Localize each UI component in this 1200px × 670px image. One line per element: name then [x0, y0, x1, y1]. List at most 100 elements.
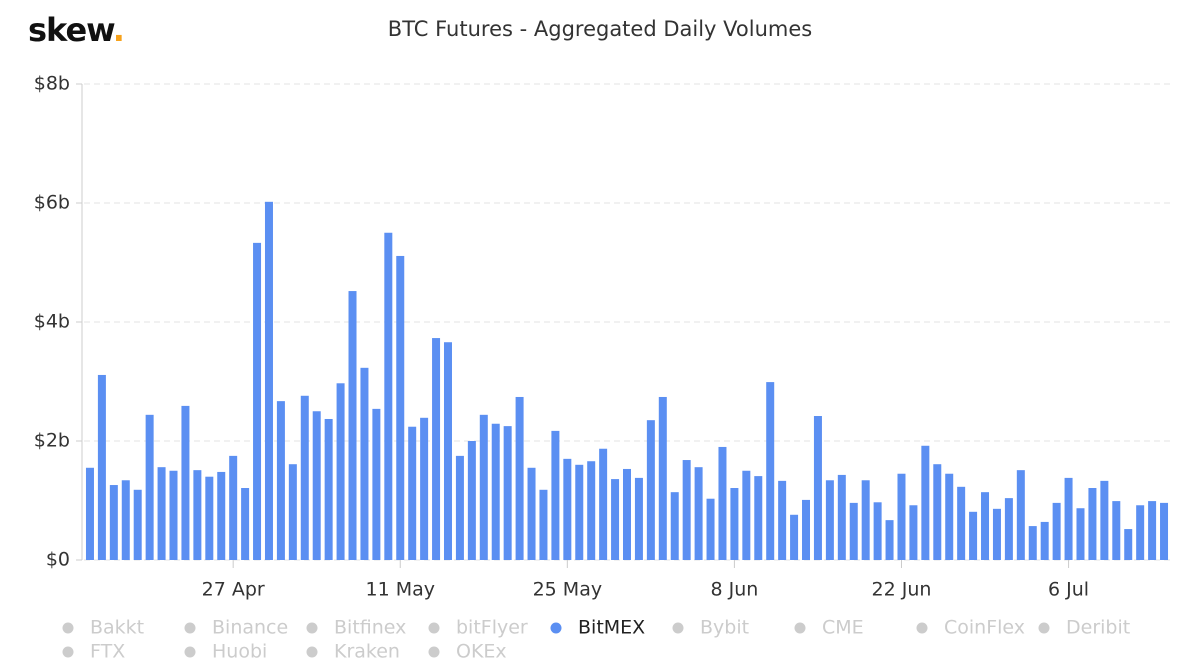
bar: [706, 498, 715, 560]
legend-label[interactable]: Kraken: [334, 641, 400, 663]
bar: [217, 471, 226, 560]
bar: [145, 414, 154, 560]
bar: [443, 342, 452, 560]
bar: [97, 374, 106, 560]
bar: [897, 473, 906, 560]
bar: [420, 417, 429, 560]
legend-label[interactable]: BitMEX: [578, 617, 645, 639]
bar: [981, 492, 990, 560]
logo-dot: .: [113, 11, 124, 49]
bar: [503, 426, 512, 560]
legend-label[interactable]: OKEx: [456, 641, 507, 663]
bar: [921, 445, 930, 560]
bar: [372, 408, 381, 560]
logo-text: skew: [28, 11, 115, 49]
bar: [825, 480, 834, 560]
bar: [336, 383, 345, 560]
legend-label[interactable]: Binance: [212, 617, 288, 639]
bar: [802, 499, 811, 560]
y-tick-label: $4b: [34, 311, 70, 333]
bar: [455, 455, 464, 560]
bar: [1100, 480, 1109, 560]
bar: [300, 395, 309, 560]
bar: [813, 416, 822, 560]
legend-marker[interactable]: [184, 622, 196, 634]
legend-marker[interactable]: [62, 622, 74, 634]
bar: [1052, 502, 1061, 560]
bar: [467, 441, 476, 560]
legend-marker[interactable]: [1038, 622, 1050, 634]
bar: [933, 464, 942, 560]
bar: [491, 423, 500, 560]
bar: [181, 405, 190, 560]
legend-label[interactable]: Bitfinex: [334, 617, 406, 639]
bar: [634, 477, 643, 560]
bar: [85, 467, 94, 560]
legend-label[interactable]: Deribit: [1066, 617, 1130, 639]
bar: [742, 470, 751, 560]
legend-marker[interactable]: [916, 622, 928, 634]
bar: [754, 476, 763, 560]
legend-marker[interactable]: [184, 646, 196, 658]
y-tick-label: $2b: [34, 430, 70, 452]
legend-label[interactable]: FTX: [90, 641, 125, 663]
legend-marker[interactable]: [428, 622, 440, 634]
legend-marker[interactable]: [672, 622, 684, 634]
legend-marker[interactable]: [794, 622, 806, 634]
bar: [1148, 501, 1157, 560]
bar: [945, 473, 954, 560]
bar: [527, 467, 536, 560]
legend-marker[interactable]: [306, 622, 318, 634]
x-tick-label: 8 Jun: [710, 579, 758, 601]
bar: [969, 511, 978, 560]
legend-label[interactable]: CME: [822, 617, 864, 639]
bar: [1064, 477, 1073, 560]
bar: [587, 461, 596, 560]
bar: [396, 255, 405, 560]
bar: [790, 514, 799, 560]
bar: [408, 426, 417, 560]
bar: [348, 291, 357, 560]
legend-marker[interactable]: [428, 646, 440, 658]
chart-title: BTC Futures - Aggregated Daily Volumes: [388, 17, 812, 41]
bar: [873, 502, 882, 560]
legend-marker[interactable]: [550, 622, 562, 634]
bar: [551, 430, 560, 560]
legend-label[interactable]: Bybit: [700, 617, 749, 639]
bar: [276, 401, 285, 560]
bar: [658, 396, 667, 560]
bar: [229, 455, 238, 560]
legend-marker[interactable]: [62, 646, 74, 658]
bar: [384, 232, 393, 560]
bar: [1160, 502, 1169, 560]
bar: [861, 480, 870, 560]
x-tick-label: 11 May: [366, 579, 436, 601]
bar: [264, 201, 273, 560]
bar: [909, 505, 918, 560]
bar: [849, 502, 858, 560]
bar: [157, 467, 166, 560]
bar: [837, 474, 846, 560]
bar: [1040, 521, 1049, 560]
bar: [623, 468, 631, 560]
legend-marker[interactable]: [306, 646, 318, 658]
bar: [599, 448, 608, 560]
bar: [121, 480, 130, 560]
bar: [288, 464, 297, 560]
legend-label[interactable]: Huobi: [212, 641, 267, 663]
legend-label[interactable]: CoinFlex: [944, 617, 1025, 639]
bar: [312, 411, 321, 560]
bar: [1136, 505, 1145, 560]
bar: [193, 470, 202, 560]
bar: [885, 520, 894, 560]
bar: [360, 367, 369, 560]
bar: [1124, 529, 1133, 560]
bar: [1004, 498, 1013, 560]
x-tick-label: 22 Jun: [872, 579, 932, 601]
legend-label[interactable]: bitFlyer: [456, 617, 528, 639]
bar: [1076, 508, 1085, 560]
legend-label[interactable]: Bakkt: [90, 617, 144, 639]
bar: [778, 480, 787, 560]
bar: [169, 470, 178, 560]
